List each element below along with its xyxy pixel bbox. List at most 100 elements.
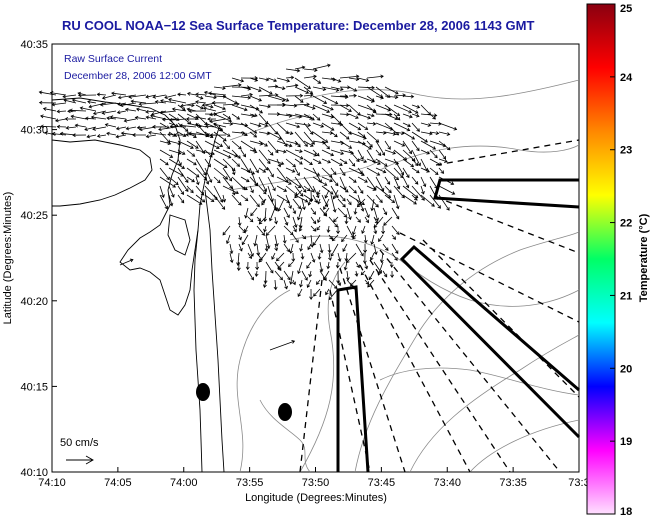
- current-vector: [402, 94, 415, 99]
- current-vector: [411, 158, 419, 167]
- y-axis-label: Latitude (Degrees:Minutes): [2, 192, 14, 325]
- current-vector: [402, 122, 411, 128]
- current-vector: [138, 102, 157, 107]
- current-vector: [402, 167, 410, 179]
- current-vector: [299, 243, 303, 252]
- scale-vector: 50 cm/s: [60, 437, 99, 465]
- current-vector: [356, 198, 366, 208]
- current-vector: [258, 104, 271, 109]
- current-vector: [382, 270, 388, 278]
- current-vector: [366, 194, 379, 208]
- current-vector: [391, 234, 397, 240]
- current-vector: [411, 185, 425, 201]
- current-vector: [265, 261, 274, 274]
- current-vector: [420, 176, 427, 188]
- current-vector: [276, 77, 291, 83]
- current-vector: [355, 261, 360, 269]
- current-vector: [323, 198, 330, 211]
- current-vector: [267, 140, 279, 154]
- current-vector: [96, 92, 107, 97]
- current-vector: [438, 167, 445, 174]
- colorbar-tick-label: 21: [620, 290, 632, 302]
- current-vector: [177, 92, 187, 97]
- current-vector: [393, 176, 401, 190]
- current-vector: [348, 77, 360, 82]
- current-vector: [393, 113, 401, 121]
- current-vector: [390, 270, 395, 279]
- current-vector: [168, 176, 179, 186]
- x-axis-label: Longitude (Degrees:Minutes): [245, 492, 387, 504]
- current-vector: [285, 158, 297, 168]
- current-vector: [384, 176, 391, 185]
- current-vector: [169, 124, 187, 129]
- current-vector: [159, 158, 169, 166]
- current-vector: [207, 117, 217, 121]
- current-vector: [195, 176, 200, 186]
- current-vector: [123, 118, 137, 123]
- current-vector: [429, 185, 438, 200]
- current-vector: [373, 225, 378, 235]
- current-vector: [124, 107, 137, 112]
- current-vector: [249, 176, 259, 187]
- current-vector: [303, 68, 318, 72]
- current-vector: [177, 194, 185, 204]
- current-vector: [65, 125, 77, 130]
- current-vector: [159, 176, 176, 188]
- current-vector: [321, 104, 334, 111]
- current-vector: [56, 124, 67, 129]
- current-vector: [204, 158, 211, 168]
- current-vector: [186, 194, 203, 205]
- current-vector: [438, 140, 451, 151]
- y-tick-label: 40:30: [20, 125, 48, 137]
- current-vector: [244, 225, 249, 233]
- current-vector: [274, 216, 278, 225]
- current-vector: [328, 279, 338, 289]
- current-vector: [256, 225, 265, 236]
- current-vector: [312, 95, 328, 104]
- current-vector: [292, 234, 299, 243]
- current-vector: [177, 158, 182, 167]
- current-vector: [330, 149, 345, 156]
- current-vector: [249, 77, 259, 82]
- x-tick-label: 73:45: [368, 477, 396, 489]
- current-vector: [179, 123, 197, 128]
- current-vector: [195, 158, 207, 176]
- current-vector: [366, 167, 381, 176]
- current-vector: [125, 126, 137, 131]
- current-vector: [294, 149, 303, 154]
- current-vector: [249, 185, 254, 194]
- current-vector: [240, 76, 259, 81]
- current-vector: [168, 194, 174, 207]
- current-vector: [411, 140, 420, 152]
- current-vector: [366, 113, 375, 118]
- current-vector: [330, 131, 338, 138]
- current-vector: [321, 122, 335, 131]
- current-vector: [402, 176, 410, 189]
- current-vector: [384, 131, 397, 136]
- current-vector: [274, 234, 279, 247]
- current-vector: [268, 207, 276, 222]
- current-vector: [332, 189, 339, 200]
- current-vector: [357, 176, 368, 183]
- current-vector: [267, 176, 276, 192]
- current-vector: [438, 185, 456, 195]
- current-vector: [294, 86, 310, 94]
- current-vector: [186, 91, 197, 96]
- current-vector: [168, 140, 182, 146]
- current-vector: [225, 234, 231, 245]
- current-vector: [249, 86, 262, 93]
- current-vector: [213, 104, 226, 111]
- current-vector: [285, 167, 296, 173]
- current-vector: [402, 104, 419, 114]
- current-vector: [231, 104, 248, 112]
- current-vector: [366, 104, 377, 114]
- current-vector: [159, 185, 165, 198]
- current-vector: [323, 207, 330, 216]
- current-vector: [249, 131, 258, 138]
- current-vector: [321, 95, 339, 105]
- current-vector: [357, 185, 364, 194]
- current-vector: [364, 279, 370, 285]
- current-vector: [51, 131, 67, 136]
- current-vector: [368, 270, 375, 281]
- current-vector: [222, 95, 238, 104]
